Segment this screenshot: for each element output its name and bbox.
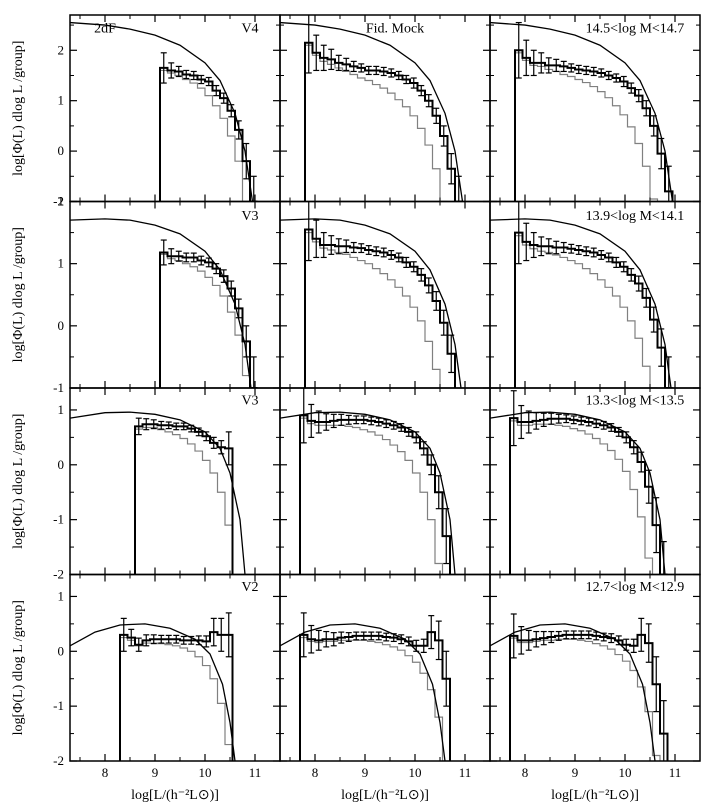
y-tick-label: -2 bbox=[53, 753, 64, 768]
y-tick-label: 1 bbox=[58, 402, 65, 417]
panel-label: 2dF bbox=[94, 22, 116, 37]
panel-label: V2 bbox=[241, 580, 258, 595]
y-tick-label: -2 bbox=[53, 567, 64, 582]
x-axis-label: log[L/(h⁻²L⊙)] bbox=[131, 788, 219, 803]
panel-label: 14.5<log M<14.7 bbox=[586, 22, 685, 37]
x-tick-label: 9 bbox=[362, 765, 369, 780]
y-tick-label: 2 bbox=[58, 194, 65, 209]
panel-label: Fid. Mock bbox=[366, 22, 424, 37]
y-axis-label: log[Φ(L) dlog L /group] bbox=[11, 600, 26, 735]
x-tick-label: 10 bbox=[409, 765, 422, 780]
panel-label: 13.3<log M<13.5 bbox=[586, 393, 685, 408]
panel-label: 12.7<log M<12.9 bbox=[586, 580, 685, 595]
x-tick-label: 10 bbox=[619, 765, 632, 780]
x-axis-label: log[L/(h⁻²L⊙)] bbox=[341, 788, 429, 803]
y-tick-label: 0 bbox=[58, 318, 65, 333]
x-tick-label: 10 bbox=[199, 765, 212, 780]
y-tick-label: -1 bbox=[53, 512, 64, 527]
y-tick-label: 1 bbox=[58, 93, 65, 108]
x-tick-label: 11 bbox=[459, 765, 472, 780]
y-tick-label: 0 bbox=[58, 457, 65, 472]
x-tick-label: 8 bbox=[102, 765, 109, 780]
y-tick-label: -1 bbox=[53, 380, 64, 395]
panel-label: 13.9<log M<14.1 bbox=[586, 209, 685, 224]
y-axis-label: log[Φ(L) dlog L /group] bbox=[11, 227, 26, 362]
panel-label: V4 bbox=[241, 22, 258, 37]
figure: -1 0 1 2 2dF V4 log[Φ(L) dlog L /group] Fid. Mo… bbox=[0, 0, 710, 811]
y-tick-label: 1 bbox=[58, 588, 65, 603]
y-tick-label: -1 bbox=[53, 698, 64, 713]
y-tick-label: 1 bbox=[58, 256, 65, 271]
y-axis-label: log[Φ(L) dlog L /group] bbox=[11, 414, 26, 549]
x-tick-label: 11 bbox=[669, 765, 682, 780]
x-axis-label: log[L/(h⁻²L⊙)] bbox=[551, 788, 639, 803]
y-tick-label: 2 bbox=[58, 42, 65, 57]
panel-label: V3 bbox=[241, 393, 258, 408]
y-tick-label: 0 bbox=[58, 143, 65, 158]
y-tick-label: 0 bbox=[58, 643, 65, 658]
x-tick-label: 8 bbox=[312, 765, 319, 780]
x-tick-label: 8 bbox=[522, 765, 529, 780]
x-tick-label: 9 bbox=[572, 765, 579, 780]
y-axis-label: log[Φ(L) dlog L /group] bbox=[11, 41, 26, 176]
panel-label: V3 bbox=[241, 209, 258, 224]
x-tick-label: 11 bbox=[249, 765, 262, 780]
x-tick-label: 9 bbox=[152, 765, 159, 780]
